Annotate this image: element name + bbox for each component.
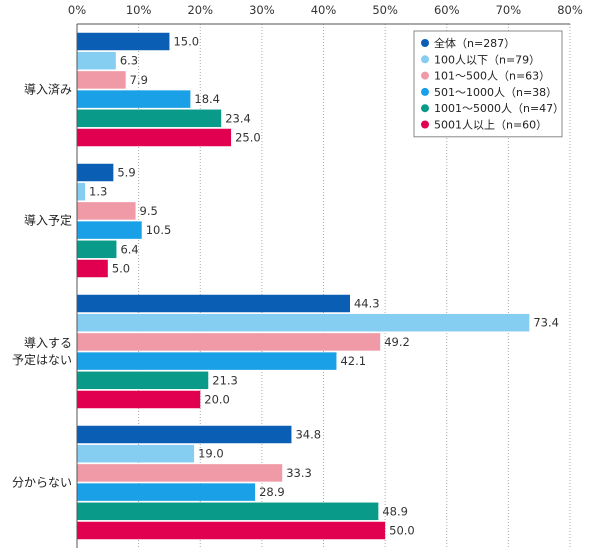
bar	[77, 464, 283, 482]
data-label: 49.2	[384, 335, 410, 349]
legend-label: 101〜500人（n=63）	[434, 70, 550, 83]
legend-label: 501〜1000人（n=38）	[434, 86, 557, 99]
category-label: 導入済み	[24, 82, 72, 97]
bar	[77, 259, 108, 278]
bar	[77, 182, 86, 201]
bar	[77, 352, 337, 370]
data-label: 50.0	[389, 524, 415, 538]
legend: 全体（n=287） 100人以下（n=79） 101〜500人（n=63） 501〜1…	[413, 30, 564, 138]
data-label: 1.3	[89, 185, 107, 199]
data-label: 10.5	[146, 223, 172, 237]
bar	[77, 521, 386, 540]
legend-label: 1001〜5000人（n=47）	[434, 102, 564, 115]
x-tick-label: 50%	[372, 3, 398, 17]
data-label: 19.0	[198, 447, 224, 461]
data-label: 42.1	[340, 354, 366, 368]
bar	[77, 333, 381, 351]
legend-marker	[421, 87, 429, 96]
category-label: 予定はない	[12, 352, 72, 367]
bar	[77, 71, 126, 89]
data-label: 25.0	[235, 131, 261, 145]
data-label: 6.3	[120, 54, 138, 68]
bar	[77, 128, 232, 147]
legend-label: 5001人以上（n=60）	[434, 119, 547, 132]
legend-label: 全体（n=287）	[434, 36, 515, 50]
legend-marker	[421, 104, 429, 113]
data-label: 6.4	[120, 242, 138, 256]
category-label: 導入予定	[24, 213, 72, 228]
bar	[77, 294, 350, 313]
legend-marker	[421, 71, 429, 80]
legend-marker	[421, 55, 429, 64]
data-label: 28.9	[259, 485, 285, 499]
bar	[77, 90, 191, 108]
data-label: 9.5	[140, 204, 158, 218]
legend-box	[413, 30, 563, 138]
x-tick-label: 20%	[187, 3, 213, 17]
data-label: 20.0	[204, 393, 230, 407]
labels: 0% 10% 20% 30% 40% 50% 60% 70% 80% 15.0 6.3 7.9 18.4…	[12, 3, 583, 538]
data-label: 5.0	[112, 262, 130, 276]
data-label: 48.9	[382, 504, 408, 518]
bar	[77, 221, 142, 239]
bar	[77, 483, 256, 501]
x-tick-label: 80%	[557, 3, 583, 17]
legend-marker	[421, 120, 429, 129]
bar	[77, 313, 530, 332]
bar	[77, 202, 136, 220]
bar	[77, 390, 201, 409]
x-tick-label: 60%	[434, 3, 460, 17]
data-label: 5.9	[117, 166, 135, 180]
bar	[77, 32, 170, 51]
bar	[77, 240, 117, 259]
data-label: 23.4	[225, 111, 251, 125]
bar	[77, 371, 209, 390]
bars	[77, 32, 530, 540]
data-label: 21.3	[212, 373, 238, 387]
data-label: 73.4	[533, 316, 559, 330]
x-tick-label: 40%	[311, 3, 337, 17]
bar	[77, 51, 116, 70]
data-label: 44.3	[354, 297, 380, 311]
data-label: 7.9	[130, 73, 148, 87]
x-tick-label: 70%	[496, 3, 522, 17]
legend-marker	[421, 39, 429, 47]
data-label: 34.8	[295, 428, 321, 442]
category-label: 分からない	[12, 476, 72, 490]
category-label: 導入する	[24, 336, 72, 350]
data-label: 15.0	[173, 35, 199, 49]
x-tick-label: 30%	[249, 3, 275, 17]
bar	[77, 163, 114, 182]
bar	[77, 502, 379, 521]
data-label: 33.3	[286, 466, 312, 480]
bar	[77, 425, 292, 444]
bar	[77, 109, 222, 128]
data-label: 18.4	[194, 92, 220, 106]
axes	[76, 23, 570, 548]
x-tick-label: 0%	[68, 3, 86, 17]
legend-label: 100人以下（n=79）	[434, 53, 540, 66]
bar	[77, 444, 195, 463]
x-tick-label: 10%	[126, 3, 152, 17]
